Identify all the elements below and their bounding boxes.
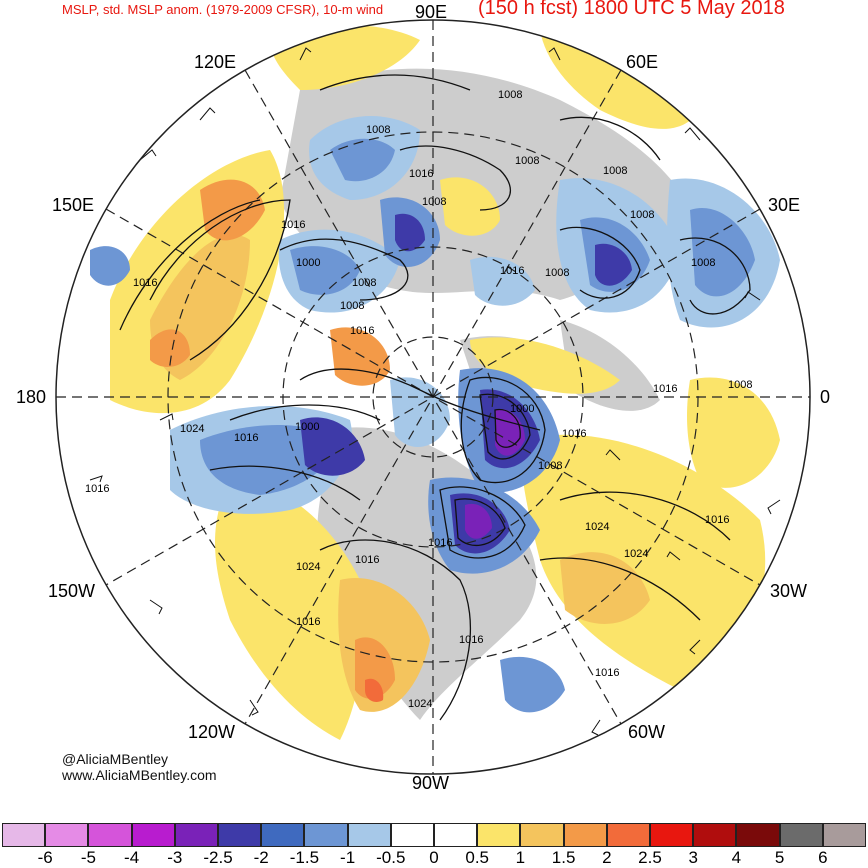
- isobar-label: 1016: [409, 168, 433, 180]
- colorbar-tick-label: 6: [818, 848, 828, 867]
- colorbar-cell: [434, 823, 478, 847]
- colorbar-cell: [477, 823, 521, 847]
- isobar-label: 1016: [500, 265, 524, 277]
- colorbar-cell: [520, 823, 564, 847]
- label-90w: 90W: [412, 773, 450, 793]
- isobar-label: 1024: [408, 698, 432, 710]
- label-150e: 150E: [52, 195, 95, 215]
- isobar-label: 1000: [510, 403, 534, 415]
- forecast-time: (150 h fcst) 1800 UTC 5 May 2018: [478, 0, 785, 19]
- author-handle: @AliciaMBentley: [62, 751, 169, 767]
- isobar-label: 1008: [422, 196, 446, 208]
- colorbar-cell: [131, 823, 175, 847]
- map-border: [55, 19, 811, 775]
- colorbar-cell: [693, 823, 737, 847]
- author-website: www.AliciaMBentley.com: [62, 767, 217, 783]
- isobar-label: 1008: [538, 460, 562, 472]
- label-120e: 120E: [194, 52, 237, 72]
- isobar-label: 1008: [603, 165, 627, 177]
- colorbar-cell: [563, 823, 607, 847]
- isobar-layer: [119, 74, 751, 721]
- anomaly-colorbar: [2, 823, 867, 847]
- map-title: MSLP, std. MSLP anom. (1979-2009 CFSR), …: [62, 2, 384, 17]
- isobar-label: 1024: [585, 521, 609, 533]
- isobar-label: 1016: [428, 537, 452, 549]
- colorbar-tick-label: -1: [340, 848, 356, 867]
- colorbar-cell: [606, 823, 651, 847]
- colorbar-cell: [822, 823, 867, 847]
- isobar-label: 1016: [85, 483, 109, 495]
- isobar-label: 1016: [653, 383, 677, 395]
- colorbar-tick-label: -2: [253, 848, 269, 867]
- isobar-label: 1008: [728, 379, 752, 391]
- label-90e: 90E: [415, 2, 448, 22]
- author-credit: @AliciaMBentley www.AliciaMBentley.com: [62, 751, 217, 783]
- isobar-label: 1008: [545, 267, 569, 279]
- colorbar-tick-label: -2.5: [203, 848, 233, 867]
- isobar-label: 1000: [296, 257, 320, 269]
- isobar-label: 1016: [350, 325, 374, 337]
- isobar-label: 1016: [355, 554, 379, 566]
- colorbar-cell: [261, 823, 305, 847]
- colorbar-tick-label: -0.5: [376, 848, 406, 867]
- label-0: 0: [820, 387, 831, 407]
- isobar-label: 1024: [180, 423, 204, 435]
- colorbar-cell: [304, 823, 348, 847]
- isobar-label: 1008: [515, 155, 539, 167]
- isobar-label: 1016: [281, 219, 305, 231]
- isobar-label: 1016: [459, 634, 483, 646]
- colorbar-tick-label: 4: [731, 848, 742, 867]
- isobar-label: 1016: [133, 277, 157, 289]
- isobar-label: 1008: [340, 300, 364, 312]
- positive-anomaly-layer: [110, 25, 780, 740]
- isobar-label: 1016: [234, 432, 258, 444]
- colorbar-tick-label: -4: [124, 848, 140, 867]
- colorbar-tick-label: -1.5: [289, 848, 320, 867]
- colorbar-cell: [390, 823, 435, 847]
- colorbar-tick-label: 2.5: [638, 848, 662, 867]
- colorbar-cell: [736, 823, 780, 847]
- isobar-label: 1008: [352, 277, 376, 289]
- colorbar-cell: [45, 823, 89, 847]
- colorbar-tick-label: -3: [167, 848, 183, 867]
- colorbar-tick-label: 3: [688, 848, 698, 867]
- colorbar-tick-label: 1.5: [551, 848, 576, 867]
- label-180: 180: [16, 387, 47, 407]
- graticule: [56, 20, 810, 774]
- isobar-label: 1008: [366, 124, 390, 136]
- isobar-label: 1016: [296, 616, 320, 628]
- isobar-label: 1008: [691, 257, 715, 269]
- colorbar-cell: [218, 823, 262, 847]
- isobar-label: 1008: [498, 89, 522, 101]
- colorbar-tick-label: 0: [429, 848, 439, 867]
- colorbar-ticks: -6 -5 -4 -3 -2.5 -2 -1.5 -1 -0.5 0 0.5 1 1.5 2 2.5 3 4 5 6: [0, 848, 868, 867]
- isobar-label: 1016: [562, 428, 586, 440]
- label-150w: 150W: [48, 581, 96, 601]
- label-30w: 30W: [770, 581, 808, 601]
- label-60e: 60E: [626, 52, 659, 72]
- colorbar-cell: [779, 823, 823, 847]
- colorbar-tick-label: -5: [80, 848, 96, 867]
- colorbar-cell: [174, 823, 219, 847]
- colorbar-cell: [347, 823, 391, 847]
- colorbar-tick-label: 1: [515, 848, 526, 867]
- isobar-label: 1016: [705, 514, 729, 526]
- colorbar-cell: [88, 823, 132, 847]
- isobar-label: 1016: [595, 667, 619, 679]
- isobar-label: 1008: [630, 209, 654, 221]
- colorbar-tick-label: 2: [602, 848, 612, 867]
- label-60w: 60W: [628, 722, 666, 742]
- isobar-label: 1024: [624, 548, 648, 560]
- isobar-label: 1000: [295, 421, 319, 433]
- label-120w: 120W: [188, 722, 236, 742]
- colorbar-tick-label: 0.5: [465, 848, 490, 867]
- label-30e: 30E: [768, 195, 801, 215]
- colorbar-cell: [2, 823, 46, 847]
- colorbar-tick-label: 5: [774, 848, 785, 867]
- polar-map: 1008 1008 1008 1008 1008 1008 1008 1008 …: [55, 19, 811, 775]
- isobar-label: 1024: [296, 561, 320, 573]
- colorbar-tick-label: -6: [37, 848, 53, 867]
- isobar-labels: 1008 1008 1008 1008 1008 1008 1008 1008 …: [85, 89, 752, 710]
- colorbar-cell: [650, 823, 694, 847]
